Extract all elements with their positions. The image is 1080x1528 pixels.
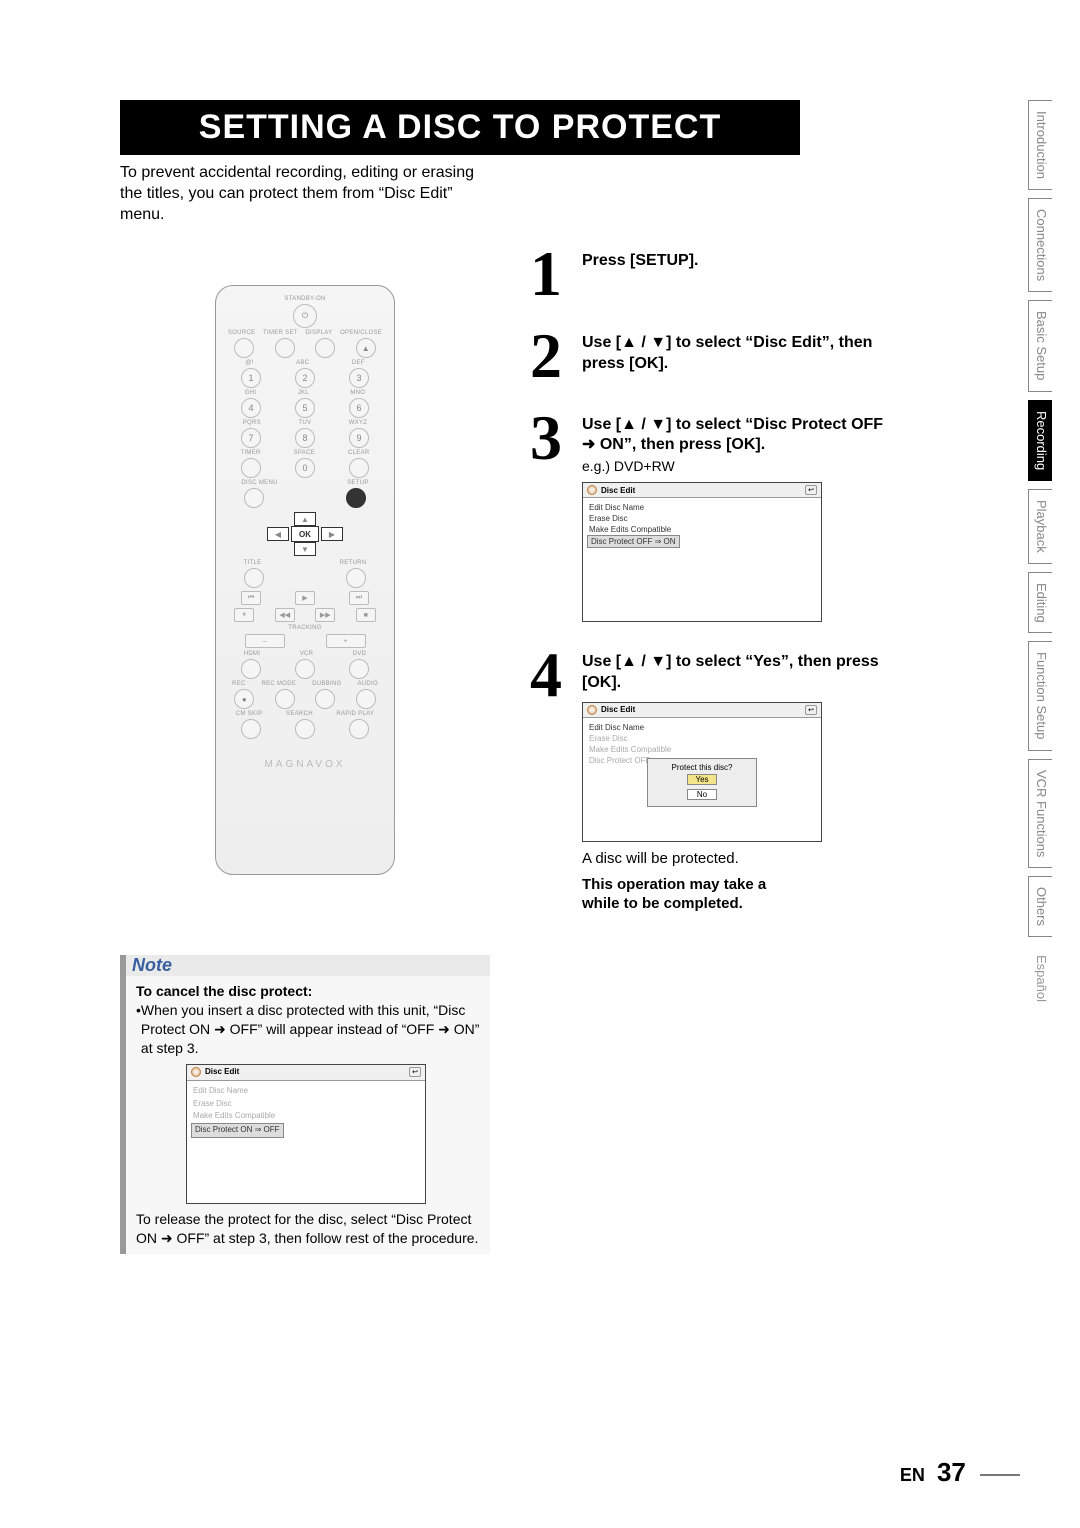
operation-warning-2: while to be completed.: [582, 894, 890, 914]
tab-vcr-functions[interactable]: VCR Functions: [1028, 759, 1052, 868]
note-release-text: To release the protect for the disc, sel…: [136, 1210, 480, 1248]
remote-brand: MAGNAVOX: [224, 759, 386, 770]
section-tabs: Introduction Connections Basic Setup Record…: [1028, 100, 1052, 1012]
step-4-number: 4: [530, 646, 582, 914]
remote-illustration-wrap: STANDBY-ON ⏻ SOURCE TIMER SET DISPLAY OP…: [120, 285, 490, 875]
manual-page: SETTING A DISC TO PROTECT To prevent acc…: [0, 0, 1080, 1528]
note-box: Note To cancel the disc protect: •When y…: [120, 955, 490, 1253]
step-1-text: Press [SETUP].: [582, 251, 890, 272]
step-2-text: Use [▲ / ▼] to select “Disc Edit”, then …: [582, 333, 890, 375]
standby-button: ⏻: [293, 304, 317, 328]
tab-connections[interactable]: Connections: [1028, 198, 1052, 292]
tab-others[interactable]: Others: [1028, 876, 1052, 937]
step-2: 2 Use [▲ / ▼] to select “Disc Edit”, the…: [530, 327, 890, 385]
tab-playback[interactable]: Playback: [1028, 489, 1052, 564]
page-title: SETTING A DISC TO PROTECT: [120, 100, 800, 155]
right-arrow-button: ▶: [321, 527, 343, 541]
footer-lang: EN: [900, 1465, 925, 1485]
remote-control-illustration: STANDBY-ON ⏻ SOURCE TIMER SET DISPLAY OP…: [215, 285, 395, 875]
step-1: 1 Press [SETUP].: [530, 245, 890, 303]
down-arrow-button: ▼: [294, 542, 316, 556]
right-column: 1 Press [SETUP]. 2 Use [▲ / ▼] to select…: [530, 245, 890, 1253]
note-body: To cancel the disc protect: •When you in…: [120, 976, 490, 1253]
tab-español[interactable]: Español: [1028, 945, 1052, 1012]
disc-icon: [587, 705, 597, 715]
step-2-number: 2: [530, 327, 582, 385]
step-3: 3 Use [▲ / ▼] to select “Disc Protect OF…: [530, 409, 890, 623]
step-3-number: 3: [530, 409, 582, 623]
confirm-dialog: Protect this disc? Yes No: [647, 758, 757, 807]
return-icon: ↩: [805, 705, 817, 715]
standby-label: STANDBY-ON: [224, 296, 386, 302]
return-icon: ↩: [409, 1067, 421, 1077]
return-icon: ↩: [805, 485, 817, 495]
step-3-text: Use [▲ / ▼] to select “Disc Protect OFF …: [582, 415, 890, 457]
footer-page: 37: [937, 1457, 966, 1487]
intro-text: To prevent accidental recording, editing…: [120, 163, 490, 225]
note-screen: Disc Edit↩ Edit Disc Name Erase Disc Mak…: [186, 1064, 426, 1204]
step-4-text: Use [▲ / ▼] to select “Yes”, then press …: [582, 652, 890, 694]
direction-pad: ▲ ◀ OK ▶ ▼: [224, 512, 386, 556]
step-1-number: 1: [530, 245, 582, 303]
footer-rule: [980, 1474, 1020, 1476]
ok-button: OK: [291, 526, 319, 542]
dialog-yes: Yes: [687, 774, 717, 785]
step-4-after: A disc will be protected.: [582, 850, 890, 867]
tab-recording[interactable]: Recording: [1028, 400, 1052, 481]
disc-icon: [191, 1067, 201, 1077]
step-4: 4 Use [▲ / ▼] to select “Yes”, then pres…: [530, 646, 890, 914]
step-3-sub: e.g.) DVD+RW: [582, 458, 890, 474]
page-footer: EN 37: [900, 1457, 1020, 1488]
tab-function-setup[interactable]: Function Setup: [1028, 641, 1052, 750]
tab-introduction[interactable]: Introduction: [1028, 100, 1052, 190]
tab-basic-setup[interactable]: Basic Setup: [1028, 300, 1052, 391]
step-3-screen: Disc Edit↩ Edit Disc Name Erase Disc Mak…: [582, 482, 822, 622]
note-subtitle: To cancel the disc protect:: [136, 982, 480, 1001]
dialog-no: No: [687, 789, 717, 800]
left-column: STANDBY-ON ⏻ SOURCE TIMER SET DISPLAY OP…: [120, 245, 490, 1253]
main-columns: STANDBY-ON ⏻ SOURCE TIMER SET DISPLAY OP…: [120, 245, 1020, 1253]
step-4-screen: Disc Edit↩ Edit Disc Name Erase Disc Mak…: [582, 702, 822, 842]
operation-warning-1: This operation may take a: [582, 875, 890, 895]
tab-editing[interactable]: Editing: [1028, 572, 1052, 634]
setup-button-icon: [346, 488, 366, 508]
note-bullet: When you insert a disc protected with th…: [141, 1001, 480, 1058]
note-title: Note: [120, 955, 490, 976]
disc-icon: [587, 485, 597, 495]
left-arrow-button: ◀: [267, 527, 289, 541]
up-arrow-button: ▲: [294, 512, 316, 526]
